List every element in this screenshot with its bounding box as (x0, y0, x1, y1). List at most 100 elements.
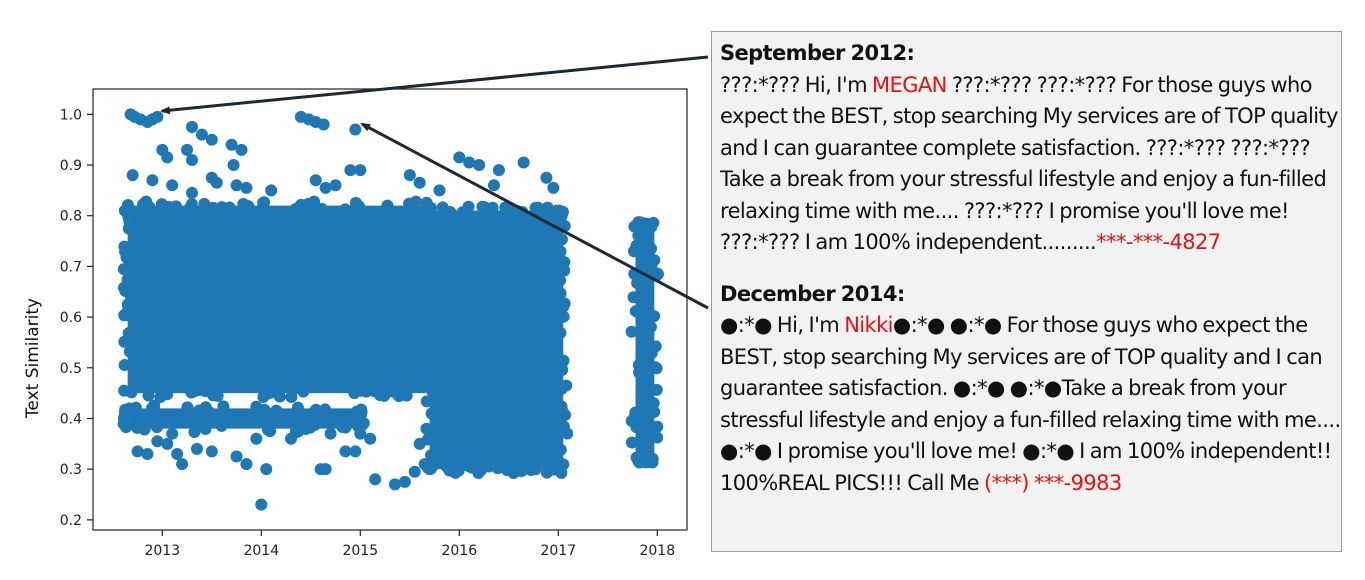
dense-edge-point (199, 383, 212, 396)
data-point-64 (388, 478, 401, 491)
data-point-45 (487, 179, 500, 192)
annotation-arrows (160, 55, 709, 310)
data-point-69 (423, 463, 436, 476)
dense-edge-point (554, 245, 567, 258)
dense-edge-point (524, 464, 537, 477)
y-tick-label-0.8: 0.8 (60, 209, 82, 225)
dense-edge-point (427, 279, 440, 292)
dense-edge-point (291, 401, 304, 414)
dense-edge-point (123, 215, 136, 228)
dense-edge-point (555, 466, 568, 479)
dense-edge-point (250, 400, 263, 413)
dense-edge-point (199, 423, 212, 436)
data-point-49 (151, 435, 164, 448)
dense-edge-point (123, 345, 136, 358)
dense-edge-point (409, 195, 422, 208)
dense-edge-point (308, 201, 321, 214)
data-point-33 (354, 164, 367, 177)
dense-edge-point (647, 397, 660, 410)
dense-edge-point (137, 198, 150, 211)
dense-edge-point (555, 209, 568, 222)
dense-edge-point (424, 340, 437, 353)
dense-edge-point (642, 455, 655, 468)
snapshot-title: September 2012: (720, 41, 915, 65)
dense-edge-point (215, 419, 228, 432)
data-point-55 (230, 450, 243, 463)
data-point-42 (517, 156, 530, 169)
data-point-51 (171, 447, 184, 460)
data-point-27 (230, 179, 243, 192)
dense-edge-point (217, 400, 230, 413)
dense-edge-point (419, 217, 432, 230)
data-point-71 (285, 432, 297, 445)
dense-edge-point (257, 196, 270, 209)
dense-edge-point (555, 400, 568, 413)
dense-edge-point (138, 423, 151, 436)
data-point-19 (205, 133, 218, 146)
dense-edge-point (387, 385, 400, 398)
dense-edge-point (215, 201, 228, 214)
dense-edge-point (554, 326, 567, 339)
data-point-17 (186, 153, 198, 166)
dense-edge-point (422, 237, 435, 250)
snapshot-september-2012: September 2012: ???:*??? Hi, I'm MEGAN ?… (720, 38, 1341, 259)
dense-edge-point (554, 287, 567, 300)
data-point-13 (146, 174, 159, 187)
data-point-67 (413, 437, 426, 450)
dense-edge-point (625, 414, 638, 427)
dense-edge-point (188, 425, 201, 438)
dense-edge-point (425, 449, 438, 462)
y-axis-label: Text Similarity (23, 298, 43, 419)
dense-edge-point (631, 277, 644, 290)
dense-edge-point (426, 394, 439, 407)
data-point-47 (131, 445, 144, 458)
data-point-34 (329, 179, 342, 192)
data-point-52 (176, 458, 189, 471)
ad-text-part: ●:*● Hi, I'm (720, 313, 845, 337)
dense-edge-point (554, 274, 567, 287)
dense-edge-point (289, 203, 302, 216)
ad-name-highlight: MEGAN (872, 72, 947, 97)
data-point-18 (195, 128, 208, 141)
dense-edge-point (181, 401, 194, 414)
dense-edge-point (185, 198, 198, 211)
dense-edge-point (287, 383, 300, 396)
dense-region-1 (429, 210, 564, 470)
x-tick-label-2016: 2016 (441, 543, 477, 559)
data-point-54 (205, 445, 218, 458)
data-point-22 (235, 143, 248, 156)
dense-edge-point (625, 436, 638, 449)
dense-edge-point (367, 385, 380, 398)
dense-edge-point (486, 201, 499, 214)
dense-edge-point (170, 200, 183, 213)
dense-edge-point (629, 305, 642, 318)
data-point-70 (250, 432, 263, 445)
data-point-61 (349, 445, 362, 458)
dense-edge-point (155, 198, 168, 211)
ad-text: ●:*● Hi, I'm Nikki●:*● ●:*● For those gu… (720, 310, 1341, 499)
dense-edge-point (554, 443, 567, 456)
ad-name-highlight: Nikki (844, 313, 893, 337)
dense-edge-point (273, 390, 286, 403)
dense-edge-point (558, 426, 571, 439)
y-tick-label-0.3: 0.3 (60, 462, 82, 478)
dense-edge-point (262, 387, 275, 400)
scatter-points (124, 108, 560, 511)
dense-edge-point (644, 262, 657, 275)
snapshot-title: December 2014: (720, 281, 905, 306)
dense-edge-point (651, 420, 664, 433)
data-point-31 (319, 181, 332, 194)
data-point-46 (255, 498, 268, 511)
dense-edge-point (553, 304, 566, 317)
dense-edge-point (627, 291, 640, 304)
dense-edge-point (555, 233, 568, 246)
data-point-60 (339, 445, 352, 458)
dense-edge-point (185, 386, 198, 399)
x-tick-label-2014: 2014 (243, 543, 279, 559)
data-point-63 (369, 473, 382, 486)
data-point-36 (413, 176, 426, 189)
data-point-25 (166, 179, 179, 192)
data-point-28 (240, 181, 253, 194)
dense-edge-point (420, 296, 433, 309)
